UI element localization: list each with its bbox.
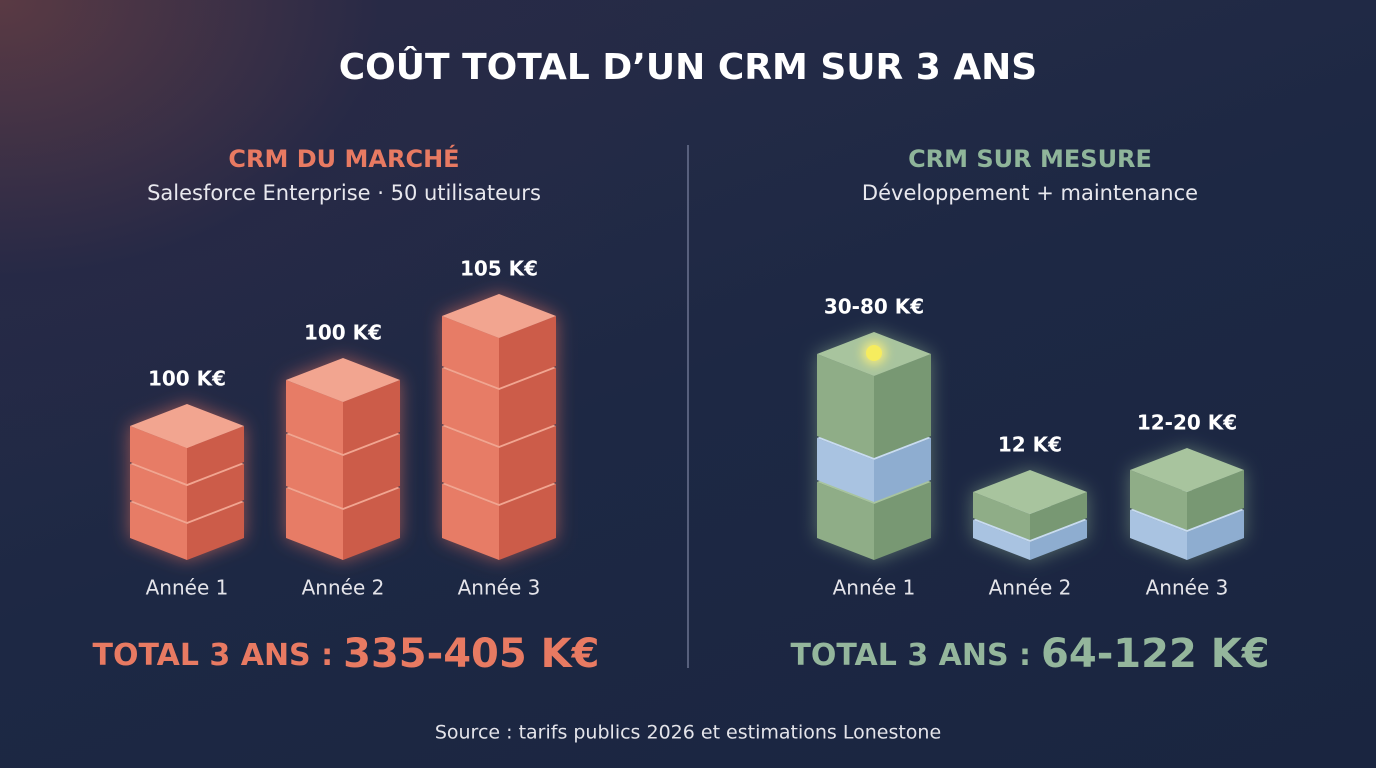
block-left: [442, 316, 499, 388]
column-label: Année 2: [989, 576, 1072, 600]
block-top: [973, 470, 1087, 514]
block-right: [343, 434, 400, 508]
block-right: [343, 488, 400, 560]
column-label: Année 2: [302, 576, 385, 600]
block-left: [442, 426, 499, 504]
block-left: [1130, 470, 1187, 530]
block-stack: [286, 358, 400, 560]
block-left: [286, 380, 343, 454]
title: COÛT TOTAL D’UN CRM SUR 3 ANS: [339, 46, 1037, 88]
total-value: 64-122 K€: [1041, 631, 1270, 677]
block-left: [442, 484, 499, 560]
block-left: [286, 434, 343, 508]
value-label: 12 K€: [998, 433, 1062, 457]
block-stack: [973, 470, 1087, 560]
total-label: TOTAL 3 ANS :: [93, 638, 334, 673]
block-left: [817, 354, 874, 458]
value-label: 30-80 K€: [824, 295, 924, 319]
source: Source : tarifs publics 2026 et estimati…: [435, 722, 941, 744]
block-right: [187, 502, 244, 560]
block-left: [286, 488, 343, 560]
block-right: [499, 368, 556, 446]
total: TOTAL 3 ANS : 335-405 K€: [93, 631, 600, 677]
total: TOTAL 3 ANS : 64-122 K€: [790, 631, 1269, 677]
total-label: TOTAL 3 ANS :: [790, 638, 1031, 673]
block-left: [130, 464, 187, 522]
block-right: [499, 316, 556, 388]
column-label: Année 3: [1146, 576, 1229, 600]
block-right: [874, 482, 931, 560]
block-stack: [130, 404, 244, 560]
block-top: [286, 358, 400, 402]
block-stack: [442, 294, 556, 560]
panel-subheading: Développement + maintenance: [862, 181, 1198, 205]
block-right: [1030, 492, 1087, 540]
block-left: [130, 426, 187, 484]
block-left: [817, 482, 874, 560]
total-value: 335-405 K€: [343, 631, 599, 677]
light-dot: [866, 345, 882, 361]
block-right: [499, 426, 556, 504]
block-right: [874, 354, 931, 458]
blocks: [130, 294, 1244, 560]
value-label: 105 K€: [460, 257, 538, 281]
block-stack: [1130, 448, 1244, 560]
value-label: 100 K€: [148, 367, 226, 391]
block-right: [343, 380, 400, 454]
block-stack: [817, 332, 931, 560]
block-left: [817, 438, 874, 502]
block-right: [187, 464, 244, 522]
value-label: 100 K€: [304, 321, 382, 345]
column-label: Année 3: [458, 576, 541, 600]
panel-heading: CRM SUR MESURE: [908, 145, 1152, 173]
block-left: [442, 368, 499, 446]
block-right: [499, 484, 556, 560]
block-right: [1030, 520, 1087, 560]
panel-subheading: Salesforce Enterprise · 50 utilisateurs: [147, 181, 541, 205]
block-left: [973, 492, 1030, 540]
block-right: [1187, 470, 1244, 530]
block-left: [130, 502, 187, 560]
block-right: [1187, 510, 1244, 560]
block-top: [1130, 448, 1244, 492]
column-label: Année 1: [833, 576, 916, 600]
block-top: [442, 294, 556, 338]
block-left: [1130, 510, 1187, 560]
block-left: [973, 520, 1030, 560]
column-label: Année 1: [146, 576, 229, 600]
block-right: [187, 426, 244, 484]
value-label: 12-20 K€: [1137, 411, 1237, 435]
block-top: [130, 404, 244, 448]
block-right: [874, 438, 931, 502]
panel-heading: CRM DU MARCHÉ: [228, 144, 459, 173]
